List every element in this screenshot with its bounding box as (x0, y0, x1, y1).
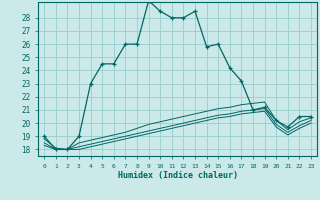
X-axis label: Humidex (Indice chaleur): Humidex (Indice chaleur) (118, 171, 238, 180)
